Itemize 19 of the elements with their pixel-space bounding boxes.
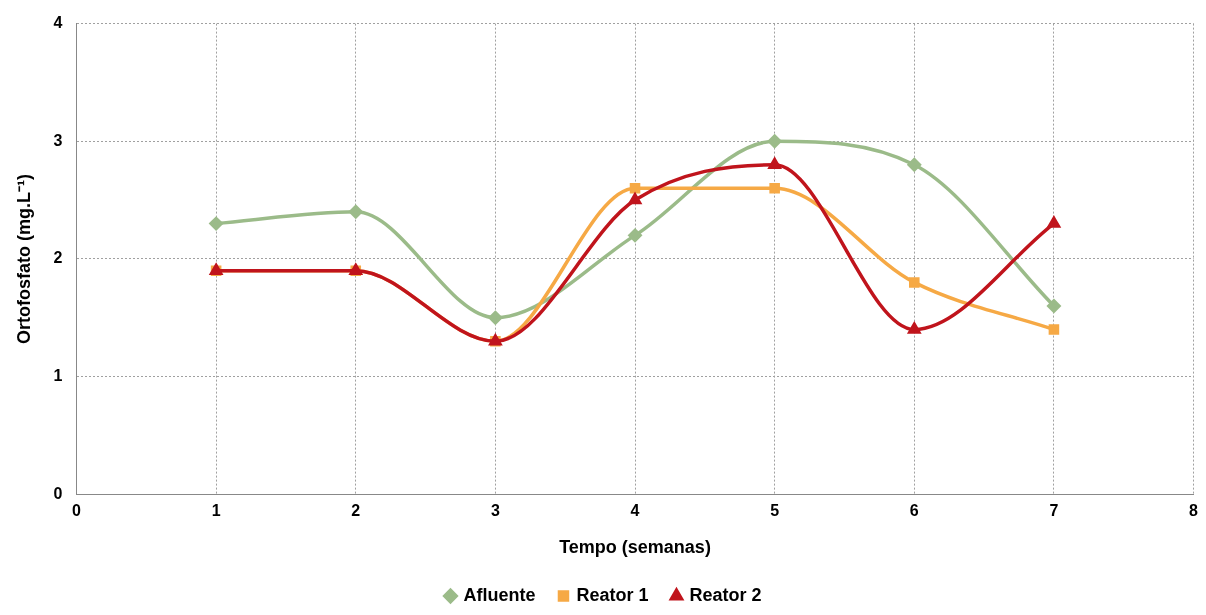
x-tick-label: 4 [630,502,640,520]
x-axis-title: Tempo (semanas) [559,537,711,558]
y-tick-label: 3 [53,131,63,149]
x-tick-label: 6 [909,502,919,520]
legend-label: Afluente [463,584,536,605]
x-tick-label: 7 [1049,502,1059,520]
y-axis-title: Ortofosfato (mg.L⁻¹) [13,173,34,344]
x-tick-label: 2 [351,502,361,520]
y-tick-label: 0 [53,484,63,502]
legend-label: Reator 2 [689,584,762,605]
legend-label: Reator 1 [576,584,649,605]
x-tick-label: 3 [490,502,500,520]
y-tick-label: 4 [53,14,63,32]
x-tick-label: 0 [72,502,82,520]
y-tick-label: 2 [53,249,63,267]
x-tick-label: 5 [770,502,780,520]
y-tick-label: 1 [53,366,63,384]
x-tick-label: 1 [211,502,221,520]
x-tick-label: 8 [1189,502,1199,520]
